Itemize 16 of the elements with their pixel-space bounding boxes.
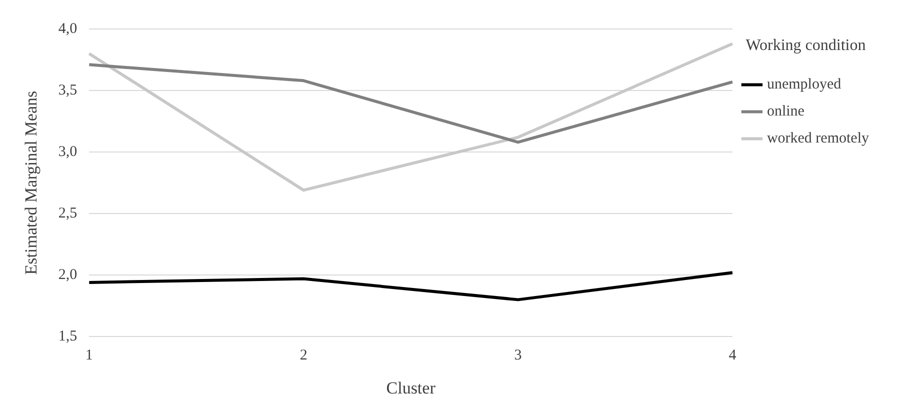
- y-tick-label: 4,0: [58, 20, 78, 37]
- legend-label: worked remotely: [766, 130, 870, 147]
- y-tick-label: 3,0: [58, 144, 78, 160]
- y-axis-title: Estimated Marginal Means: [22, 90, 41, 275]
- y-tick-label: 2,0: [58, 267, 78, 284]
- legend-label: online: [766, 104, 805, 120]
- y-tick-label: 2,5: [58, 205, 78, 222]
- x-axis-title: Cluster: [386, 378, 436, 398]
- x-tick-label: 2: [300, 348, 308, 364]
- legend-label: unemployed: [766, 76, 842, 93]
- y-tick-label: 3,5: [58, 82, 78, 98]
- x-tick-label: 4: [728, 348, 737, 364]
- x-tick-label: 3: [514, 348, 522, 364]
- y-tick-label: 1,5: [58, 328, 78, 345]
- legend-title: Working condition: [746, 37, 866, 54]
- x-tick-label: 1: [85, 348, 93, 364]
